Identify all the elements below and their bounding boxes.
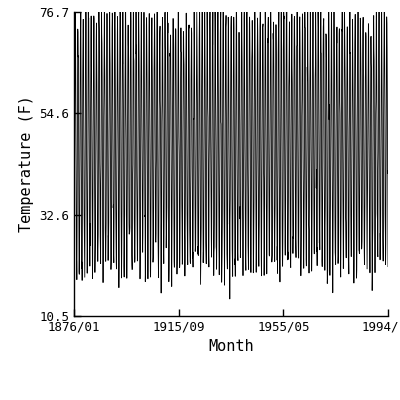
X-axis label: Month: Month xyxy=(208,340,254,354)
Y-axis label: Temperature (F): Temperature (F) xyxy=(18,96,34,232)
